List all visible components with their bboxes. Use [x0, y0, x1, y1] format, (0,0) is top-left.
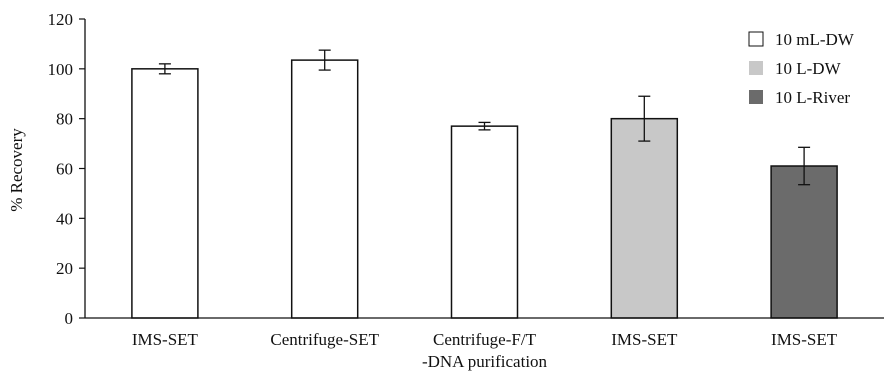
y-tick-label: 20 — [56, 259, 73, 278]
bar — [770, 165, 838, 319]
y-tick-label: 0 — [65, 309, 74, 328]
y-tick-label: 120 — [48, 10, 74, 29]
x-tick-label: IMS-SET — [771, 330, 838, 349]
bars — [131, 59, 838, 319]
legend-swatch — [749, 90, 763, 104]
y-axis-title: % Recovery — [7, 128, 26, 212]
legend-swatch — [749, 61, 763, 75]
x-tick-label: -DNA purification — [422, 352, 548, 371]
y-axis-ticks: 0 20 40 60 80 100 120 — [48, 10, 85, 328]
bar — [131, 68, 199, 319]
x-tick-label: IMS-SET — [132, 330, 199, 349]
x-tick-label: IMS-SET — [611, 330, 678, 349]
bar — [450, 125, 519, 319]
y-tick-label: 100 — [48, 60, 74, 79]
y-tick-label: 60 — [56, 160, 73, 179]
x-axis-labels: IMS-SET Centrifuge-SET Centrifuge-F/T -DNA … — [132, 330, 838, 371]
axes — [84, 19, 884, 319]
x-tick-label: Centrifuge-F/T — [433, 330, 537, 349]
legend-label: 10 L-River — [775, 88, 850, 107]
legend: 10 mL-DW 10 L-DW 10 L-River — [748, 30, 855, 107]
legend-label: 10 mL-DW — [775, 30, 855, 49]
y-tick-label: 40 — [56, 209, 73, 228]
x-tick-label: Centrifuge-SET — [270, 330, 379, 349]
error-bars — [158, 49, 811, 186]
bar — [610, 117, 679, 319]
legend-label: 10 L-DW — [775, 59, 842, 78]
y-tick-label: 80 — [56, 110, 73, 129]
legend-swatch — [748, 31, 764, 47]
bar — [290, 59, 359, 319]
